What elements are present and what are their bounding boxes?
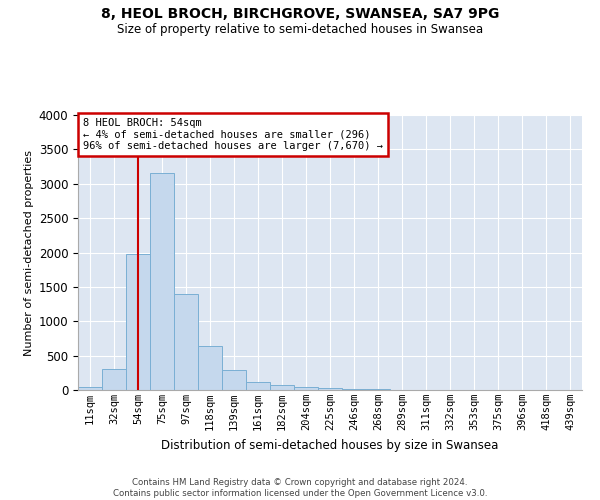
Text: 8, HEOL BROCH, BIRCHGROVE, SWANSEA, SA7 9PG: 8, HEOL BROCH, BIRCHGROVE, SWANSEA, SA7 … bbox=[101, 8, 499, 22]
Y-axis label: Number of semi-detached properties: Number of semi-detached properties bbox=[25, 150, 34, 356]
Bar bbox=[270, 385, 294, 390]
Bar bbox=[318, 388, 342, 390]
Bar bbox=[102, 368, 126, 390]
Bar bbox=[174, 294, 198, 390]
Bar bbox=[294, 386, 318, 390]
Bar bbox=[246, 382, 270, 390]
Bar bbox=[222, 370, 246, 390]
Bar bbox=[342, 388, 366, 390]
Text: Size of property relative to semi-detached houses in Swansea: Size of property relative to semi-detach… bbox=[117, 22, 483, 36]
Text: Contains HM Land Registry data © Crown copyright and database right 2024.
Contai: Contains HM Land Registry data © Crown c… bbox=[113, 478, 487, 498]
Text: 8 HEOL BROCH: 54sqm
← 4% of semi-detached houses are smaller (296)
96% of semi-d: 8 HEOL BROCH: 54sqm ← 4% of semi-detache… bbox=[83, 118, 383, 151]
Bar bbox=[198, 346, 222, 390]
Bar bbox=[150, 173, 174, 390]
Bar bbox=[126, 254, 150, 390]
Text: Distribution of semi-detached houses by size in Swansea: Distribution of semi-detached houses by … bbox=[161, 440, 499, 452]
Bar bbox=[78, 386, 102, 390]
